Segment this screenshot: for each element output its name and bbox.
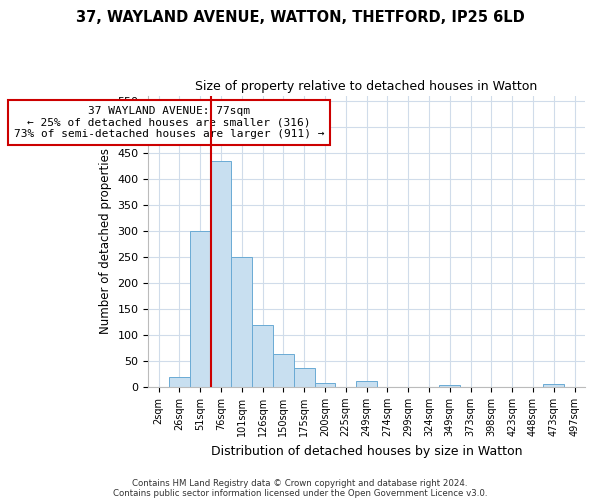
Text: 37 WAYLAND AVENUE: 77sqm
← 25% of detached houses are smaller (316)
73% of semi-: 37 WAYLAND AVENUE: 77sqm ← 25% of detach…: [14, 106, 324, 139]
Bar: [439, 386, 460, 387]
Bar: [356, 380, 377, 387]
Bar: [211, 160, 232, 387]
Text: Contains public sector information licensed under the Open Government Licence v3: Contains public sector information licen…: [113, 488, 487, 498]
Bar: [294, 368, 314, 387]
Bar: [190, 231, 211, 387]
Bar: [544, 384, 564, 387]
Y-axis label: Number of detached properties: Number of detached properties: [99, 148, 112, 334]
Bar: [169, 376, 190, 387]
X-axis label: Distribution of detached houses by size in Watton: Distribution of detached houses by size …: [211, 444, 523, 458]
Text: Contains HM Land Registry data © Crown copyright and database right 2024.: Contains HM Land Registry data © Crown c…: [132, 478, 468, 488]
Text: 37, WAYLAND AVENUE, WATTON, THETFORD, IP25 6LD: 37, WAYLAND AVENUE, WATTON, THETFORD, IP…: [76, 10, 524, 25]
Bar: [252, 324, 273, 387]
Bar: [314, 383, 335, 387]
Bar: [232, 257, 252, 387]
Title: Size of property relative to detached houses in Watton: Size of property relative to detached ho…: [196, 80, 538, 93]
Bar: [273, 354, 294, 387]
